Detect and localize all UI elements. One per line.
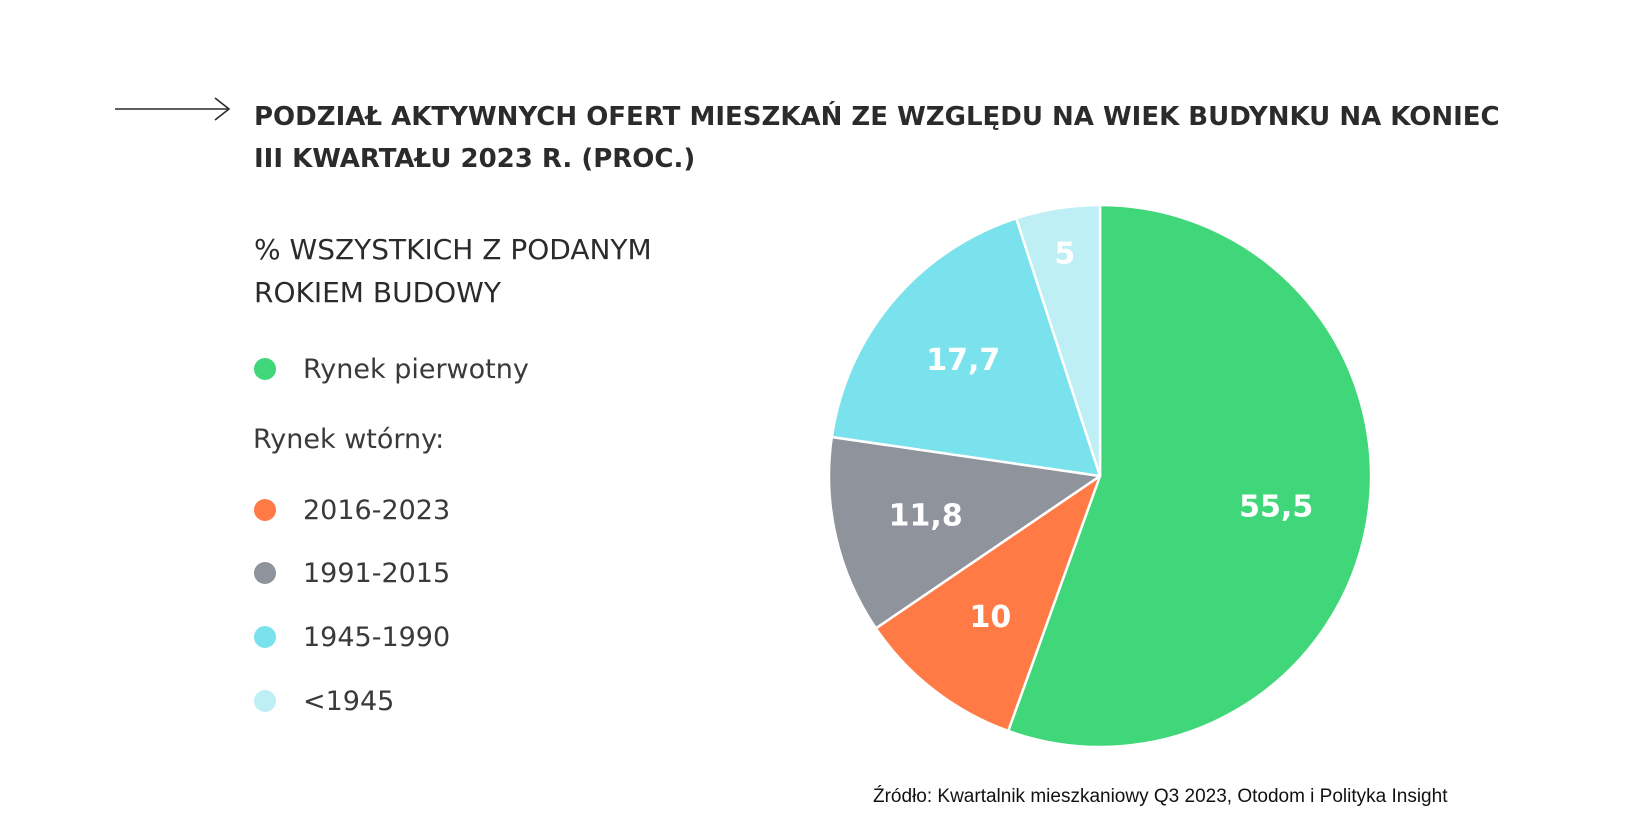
pie-slice-before-1945 — [1015, 203, 1102, 478]
legend-group-heading: Rynek wtórny: — [253, 424, 445, 455]
legend-item-2016-2023: 2016-2023 — [254, 493, 450, 527]
legend-label-before-1945: <1945 — [303, 685, 395, 717]
pie-slice-1945-1990 — [830, 217, 1102, 478]
legend-swatch-rynek-pierwotny — [254, 358, 276, 380]
pie-label-rynek-pierwotny: 55,5 — [1239, 489, 1313, 524]
chart-title-line-1: PODZIAŁ AKTYWNYCH OFERT MIESZKAŃ ZE WZGL… — [254, 102, 1500, 132]
pie-label-before-1945: 5 — [1054, 236, 1075, 271]
arrow-right-icon — [115, 97, 231, 121]
pie-slice-2016-2023 — [874, 474, 1102, 733]
chart-title-line-2: III KWARTAŁU 2023 R. (PROC.) — [254, 144, 696, 174]
chart-subtitle-line-1: % WSZYSTKICH Z PODANYM — [254, 233, 652, 266]
chart-subtitle-line-2: ROKIEM BUDOWY — [254, 276, 501, 309]
source-note: Źródło: Kwartalnik mieszkaniowy Q3 2023,… — [873, 786, 1448, 807]
chart-title: PODZIAŁ AKTYWNYCH OFERT MIESZKAŃ ZE WZGL… — [254, 96, 1500, 180]
chart-subtitle: % WSZYSTKICH Z PODANYM ROKIEM BUDOWY — [254, 228, 652, 314]
legend-item-1945-1990: 1945-1990 — [254, 620, 450, 654]
pie-label-2016-2023: 10 — [970, 600, 1012, 635]
legend-label-1991-2015: 1991-2015 — [303, 557, 451, 589]
legend-label-rynek-pierwotny: Rynek pierwotny — [303, 353, 529, 385]
legend-item-1991-2015: 1991-2015 — [254, 556, 450, 590]
pie-slice-1991-2015 — [827, 435, 1102, 630]
legend-swatch-before-1945 — [254, 690, 276, 712]
legend-swatch-1945-1990 — [254, 626, 276, 648]
legend-item-rynek-pierwotny: Rynek pierwotny — [254, 352, 529, 386]
legend-swatch-1991-2015 — [254, 562, 276, 584]
legend-label-2016-2023: 2016-2023 — [303, 494, 451, 526]
legend-item-before-1945: <1945 — [254, 684, 394, 718]
legend-label-1945-1990: 1945-1990 — [303, 621, 451, 653]
legend-swatch-2016-2023 — [254, 499, 276, 521]
pie-label-1945-1990: 17,7 — [926, 343, 1000, 378]
pie-slice-rynek-pierwotny — [1006, 203, 1373, 749]
pie-label-1991-2015: 11,8 — [889, 499, 963, 534]
